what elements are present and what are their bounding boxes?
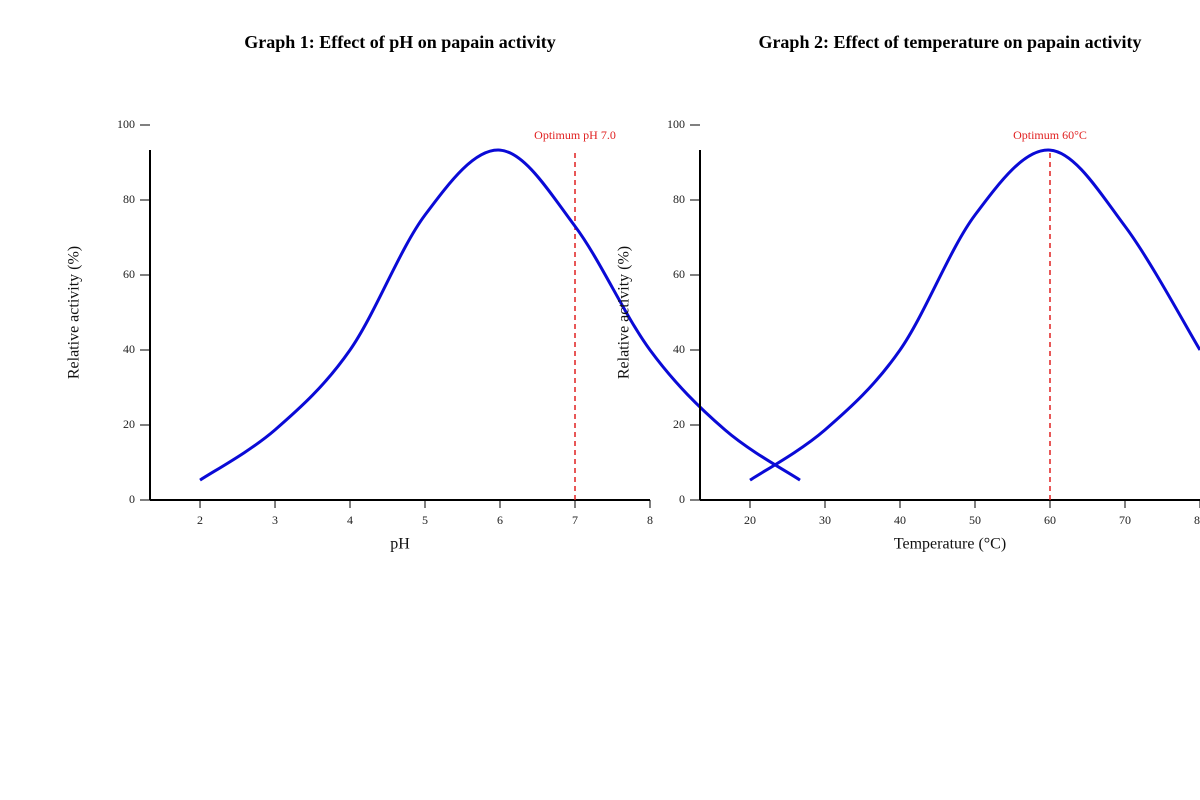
y-tick-label: 80 (123, 192, 135, 206)
x-tick-label: 20 (744, 513, 756, 527)
x-tick-label: 40 (894, 513, 906, 527)
activity-curve (749, 148, 1200, 482)
optimum-label: Optimum 60°C (1013, 128, 1087, 142)
y-tick-label: 80 (673, 192, 685, 206)
x-tick-label: 70 (1119, 513, 1131, 527)
x-tick-label: 4 (347, 513, 353, 527)
y-tick-label: 40 (123, 342, 135, 356)
y-tick-label: 20 (673, 417, 685, 431)
y-tick-label: 60 (673, 267, 685, 281)
y-axis-label: Relative activity (%) (616, 246, 633, 379)
y-tick-label: 40 (673, 342, 685, 356)
x-tick-label: 50 (969, 513, 981, 527)
y-tick-label: 60 (123, 267, 135, 281)
x-tick-label: 6 (497, 513, 503, 527)
y-tick-label: 0 (679, 492, 685, 506)
x-tick-label: 30 (819, 513, 831, 527)
x-axis-label: Temperature (°C) (894, 536, 1006, 553)
activity-curve (199, 148, 801, 482)
y-tick-label: 0 (129, 492, 135, 506)
x-tick-label: 5 (422, 513, 428, 527)
x-axis-label: pH (390, 536, 410, 553)
x-tick-label: 60 (1044, 513, 1056, 527)
x-tick-label: 7 (572, 513, 578, 527)
y-tick-label: 100 (117, 117, 135, 131)
x-tick-label: 80 (1194, 513, 1200, 527)
x-tick-label: 2 (197, 513, 203, 527)
chart-title: Graph 2: Effect of temperature on papain… (758, 32, 1141, 52)
optimum-label: Optimum pH 7.0 (534, 128, 616, 142)
chart-title: Graph 1: Effect of pH on papain activity (244, 32, 556, 52)
x-tick-label: 3 (272, 513, 278, 527)
y-tick-label: 100 (667, 117, 685, 131)
y-axis-label: Relative activity (%) (66, 246, 83, 379)
y-tick-label: 20 (123, 417, 135, 431)
x-tick-label: 8 (647, 513, 653, 527)
